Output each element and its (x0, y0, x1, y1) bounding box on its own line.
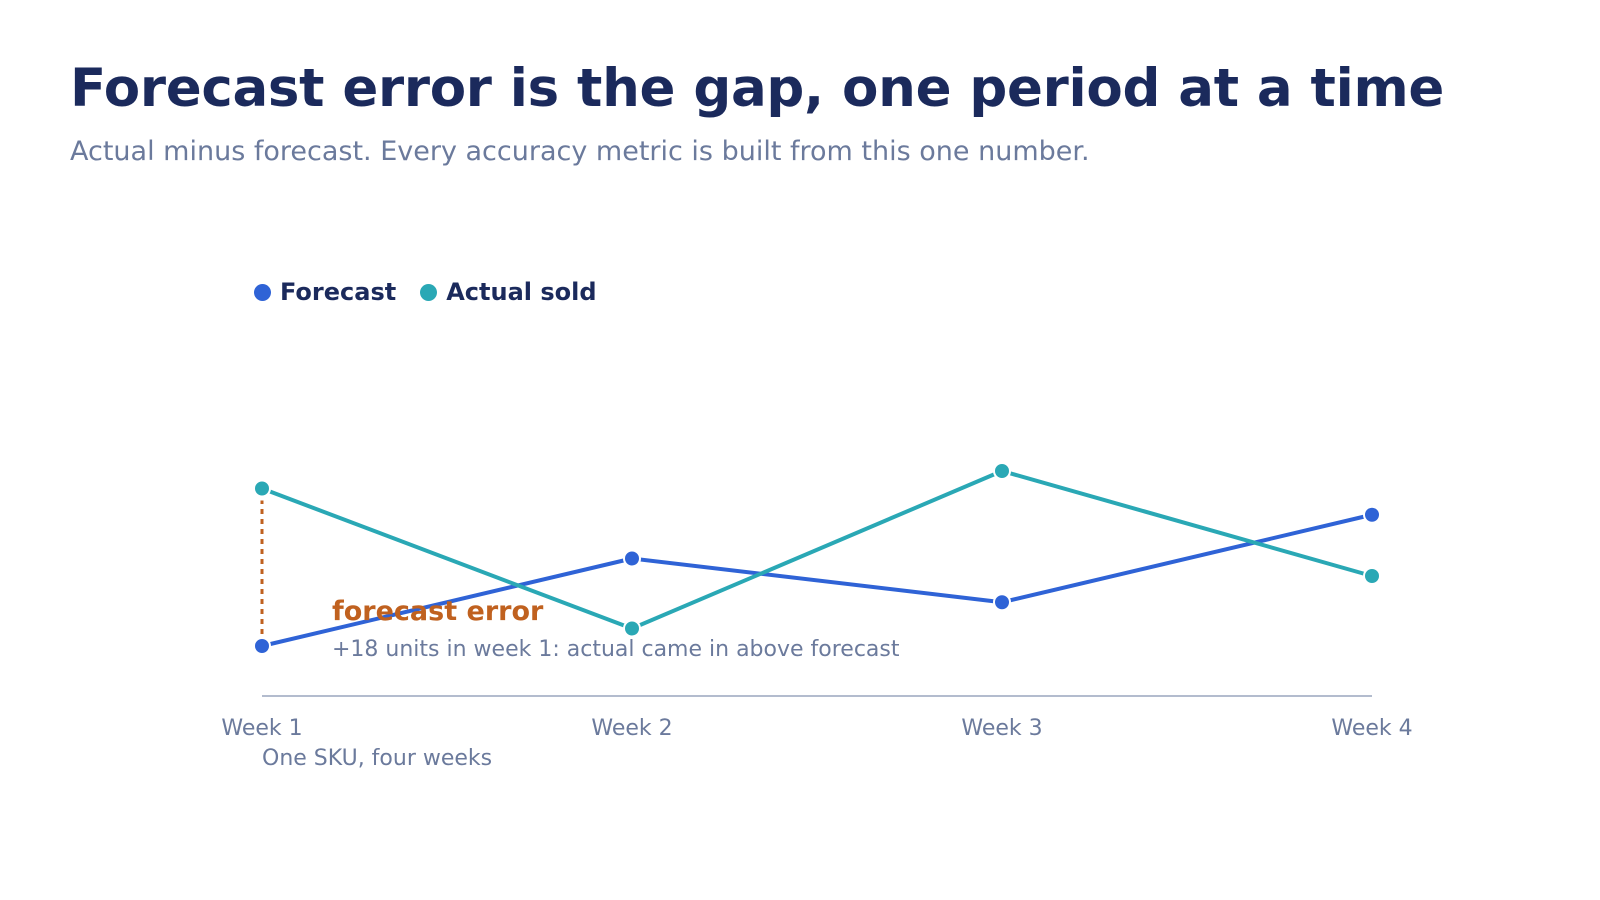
x-tick-label: Week 1 (221, 716, 302, 741)
data-point-actual-sold (623, 619, 641, 638)
annotation-title: forecast error (332, 596, 544, 627)
page-title: Forecast error is the gap, one period at… (70, 58, 1445, 119)
data-point-actual-sold (1363, 567, 1381, 585)
data-point-forecast (623, 549, 641, 568)
data-point-forecast (993, 593, 1011, 612)
data-point-forecast (1363, 505, 1381, 524)
legend-item-actual: Actual sold (420, 278, 597, 306)
legend-item-forecast: Forecast (254, 278, 396, 306)
legend-label-forecast: Forecast (280, 278, 397, 306)
annotation-note: +18 units in week 1: actual came in abov… (332, 637, 900, 662)
legend-swatch-actual (420, 283, 438, 301)
legend-swatch-forecast (254, 283, 271, 301)
chart-legend: Forecast Actual sold (254, 278, 621, 306)
page-subtitle: Actual minus forecast. Every accuracy me… (70, 136, 1090, 167)
series-line-actual-sold (261, 469, 1373, 631)
data-point-forecast (253, 637, 271, 655)
data-point-actual-sold (993, 462, 1011, 480)
chart-caption: One SKU, four weeks (262, 746, 493, 771)
x-tick-label: Week 2 (591, 716, 672, 741)
series-line-forecast (261, 512, 1373, 648)
x-tick-label: Week 3 (961, 716, 1042, 741)
data-point-actual-sold (253, 479, 271, 498)
x-tick-label: Week 4 (1331, 716, 1412, 741)
legend-label-actual: Actual sold (446, 278, 597, 306)
